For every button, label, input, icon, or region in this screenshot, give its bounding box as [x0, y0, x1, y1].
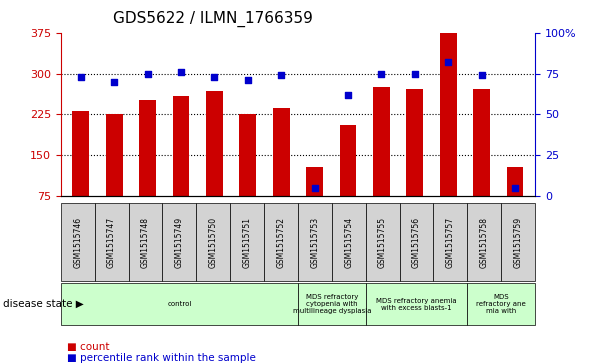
- Bar: [373, 87, 390, 196]
- Bar: [72, 110, 89, 196]
- Bar: [240, 114, 256, 196]
- Text: GSM1515754: GSM1515754: [344, 217, 353, 268]
- Point: [309, 185, 319, 191]
- Point: [343, 92, 353, 98]
- Bar: [273, 108, 289, 196]
- Text: MDS refractory anemia
with excess blasts-1: MDS refractory anemia with excess blasts…: [376, 298, 457, 310]
- Text: GSM1515758: GSM1515758: [480, 217, 489, 268]
- Text: MDS
refractory ane
mia with: MDS refractory ane mia with: [476, 294, 526, 314]
- Text: GSM1515757: GSM1515757: [446, 217, 455, 268]
- Point: [277, 72, 286, 78]
- Text: disease state ▶: disease state ▶: [3, 299, 84, 309]
- Point: [243, 77, 253, 83]
- Point: [510, 185, 520, 191]
- Text: GSM1515755: GSM1515755: [378, 217, 387, 268]
- Bar: [440, 33, 457, 196]
- Text: ■ count: ■ count: [67, 342, 109, 352]
- Point: [477, 72, 486, 78]
- Bar: [206, 91, 223, 196]
- Bar: [473, 89, 490, 196]
- Bar: [340, 125, 356, 196]
- Bar: [506, 167, 523, 196]
- Text: ■ percentile rank within the sample: ■ percentile rank within the sample: [67, 352, 256, 363]
- Point: [143, 70, 153, 77]
- Bar: [139, 100, 156, 196]
- Text: GSM1515756: GSM1515756: [412, 217, 421, 268]
- Text: GSM1515746: GSM1515746: [73, 217, 82, 268]
- Text: control: control: [167, 301, 192, 307]
- Text: GSM1515751: GSM1515751: [243, 217, 252, 268]
- Point: [176, 69, 186, 75]
- Text: GSM1515750: GSM1515750: [209, 217, 218, 268]
- Text: MDS refractory
cytopenia with
multilineage dysplasia: MDS refractory cytopenia with multilinea…: [292, 294, 371, 314]
- Point: [210, 74, 219, 79]
- Bar: [306, 167, 323, 196]
- Bar: [106, 114, 123, 196]
- Bar: [173, 97, 189, 196]
- Text: GSM1515752: GSM1515752: [277, 217, 286, 268]
- Point: [76, 74, 86, 79]
- Text: GSM1515747: GSM1515747: [107, 217, 116, 268]
- Text: GSM1515753: GSM1515753: [310, 217, 319, 268]
- Point: [410, 70, 420, 77]
- Point: [443, 59, 453, 65]
- Text: GSM1515748: GSM1515748: [141, 217, 150, 268]
- Text: GSM1515749: GSM1515749: [175, 217, 184, 268]
- Text: GSM1515759: GSM1515759: [514, 217, 523, 268]
- Text: GDS5622 / ILMN_1766359: GDS5622 / ILMN_1766359: [113, 11, 313, 27]
- Point: [109, 79, 119, 85]
- Bar: [407, 89, 423, 196]
- Point: [376, 70, 386, 77]
